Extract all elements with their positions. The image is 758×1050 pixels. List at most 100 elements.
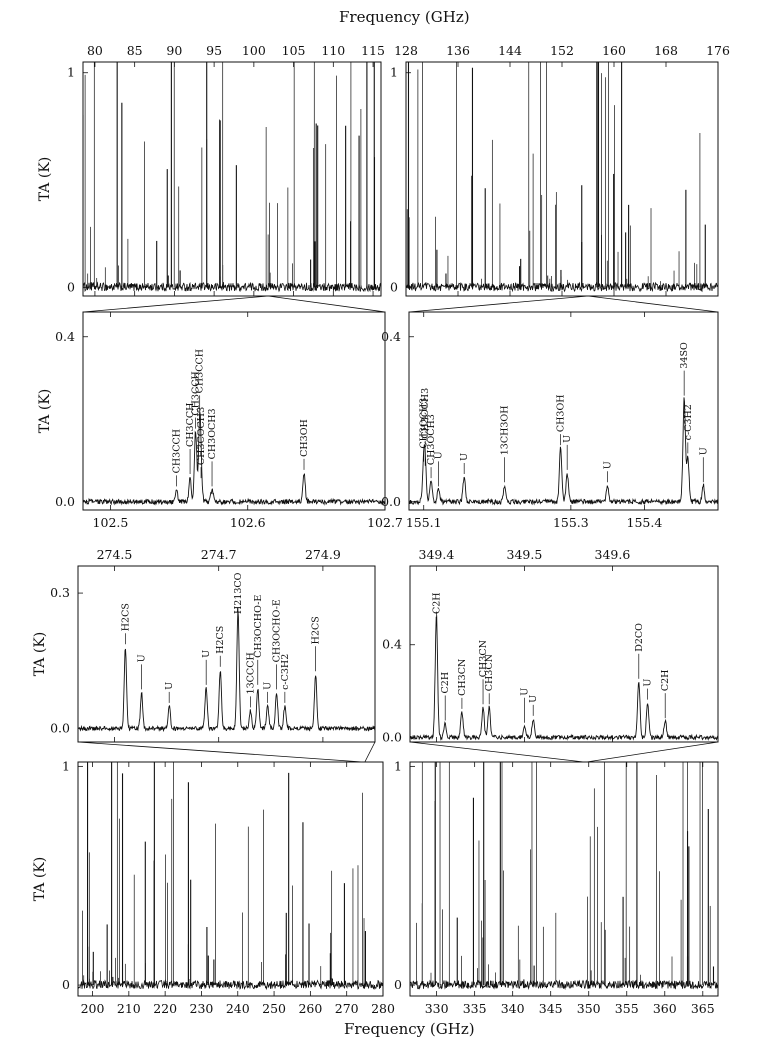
emission-lines: [416, 762, 715, 986]
x-tick-label: 115: [361, 43, 385, 58]
x-tick-label: 274.7: [201, 547, 237, 562]
species-label: U: [164, 682, 175, 690]
species-label: 34SO: [679, 342, 690, 369]
x-tick-label: 102.5: [93, 515, 129, 530]
x-tick-label: 280: [371, 1001, 395, 1016]
species-label: CH3CCH: [185, 403, 196, 447]
emission-lines: [406, 62, 706, 288]
spectrum-trace: [408, 397, 719, 506]
x-tick-label: 349.6: [595, 547, 631, 562]
zoom-connector-line: [82, 295, 269, 313]
panel-zoom_274GHz: H2CSUUUH2CSH213CO13CCCHCH3OCHO-EUCH3OCHO…: [32, 547, 376, 743]
x-tick-label: 220: [153, 1001, 177, 1016]
species-label: U: [263, 682, 274, 690]
species-label: CH3OCHO-E: [253, 595, 264, 658]
x-tick-label: 355: [615, 1001, 639, 1016]
y-tick-label: 0.4: [55, 329, 75, 344]
zoom-connector-line: [77, 741, 363, 763]
x-tick-label: 349.4: [419, 547, 455, 562]
panel-overview_1mm: 200 210 220 230 240 250 260 270 280 0 1 TA (K): [32, 758, 395, 1016]
y-tick-label: 0.0: [50, 720, 70, 735]
zoom-connector-line: [586, 741, 719, 763]
x-tick-label: 144: [498, 43, 522, 58]
y-tick-label: 0.0: [382, 729, 402, 744]
x-tick-label: 250: [262, 1001, 286, 1016]
species-label: CH3CN: [478, 640, 489, 677]
x-tick-label: 102.6: [230, 515, 266, 530]
species-label: CH3OCHO-E: [272, 599, 283, 662]
x-tick-label: 200: [81, 1001, 105, 1016]
x-tick-label: 85: [127, 43, 143, 58]
y-axis-label: TA (K): [32, 632, 48, 677]
species-label: CH3OCH3: [426, 414, 437, 465]
y-tick-label: 1: [62, 758, 70, 773]
species-label: CH3COCH3: [196, 407, 207, 465]
species-label: U: [528, 695, 539, 703]
x-tick-label: 349.5: [507, 547, 543, 562]
species-label: U: [519, 688, 530, 696]
x-tick-label: 360: [653, 1001, 677, 1016]
y-tick-label: 0.0: [381, 494, 401, 509]
species-label: CH3OCH3: [420, 388, 431, 439]
panel-overview_2mm: 128 136 144 152 160 168 176 0 1: [390, 43, 730, 297]
species-label: CH3OH: [299, 419, 310, 457]
species-label: U: [433, 451, 444, 459]
species-label: CH3CCH: [191, 371, 202, 415]
x-tick-label: 100: [242, 43, 266, 58]
x-tick-label: 230: [190, 1001, 214, 1016]
y-tick-label: 0.4: [382, 637, 402, 652]
x-tick-label: 160: [602, 43, 626, 58]
x-tick-label: 102.7: [367, 515, 403, 530]
y-axis-label: TA (K): [37, 389, 53, 434]
line-labels: H2CSUUUH2CSH213CO13CCCHCH3OCHO-EUCH3OCHO…: [120, 572, 322, 708]
species-label: CH3OH: [556, 394, 567, 432]
x-tick-label: 274.5: [97, 547, 133, 562]
species-label: CH3CCH: [195, 349, 206, 393]
panel-overview_0.8mm: 330 335 340 345 350 355 360 365 0 1: [394, 758, 719, 1016]
y-axis-label: TA (K): [32, 857, 48, 902]
y-tick-label: 0.3: [50, 585, 70, 600]
y-axis-label: TA (K): [37, 157, 53, 202]
zoom-connector-line: [408, 295, 589, 313]
x-tick-label: 270: [335, 1001, 359, 1016]
x-tick-label: 350: [577, 1001, 601, 1016]
species-label: U: [201, 650, 212, 658]
x-tick-label: 110: [321, 43, 345, 58]
species-label: U: [562, 435, 573, 443]
panel-frame: [405, 61, 719, 297]
x-tick-label: 155.4: [627, 515, 663, 530]
x-tick-label: 345: [539, 1001, 563, 1016]
species-label: C2H: [431, 592, 442, 614]
species-label: CH3OCH3: [207, 408, 218, 459]
spectrum-trace: [77, 610, 376, 733]
top-axis-label: Frequency (GHz): [339, 8, 470, 26]
species-label: U: [137, 654, 148, 662]
species-label: CH3CN: [484, 654, 495, 691]
y-tick-label: 0: [62, 977, 70, 992]
species-label: CH3OCH3: [419, 398, 430, 449]
x-tick-label: 365: [691, 1001, 715, 1016]
x-tick-label: 240: [226, 1001, 250, 1016]
species-label: U: [643, 679, 654, 687]
x-tick-label: 335: [463, 1001, 487, 1016]
panel-frame: [409, 565, 719, 743]
spectrum-trace: [409, 979, 719, 990]
x-tick-label: 90: [166, 43, 182, 58]
x-tick-label: 340: [501, 1001, 525, 1016]
spectrum-trace: [409, 615, 719, 741]
species-label: CH3CCH: [171, 429, 182, 473]
spectrum-trace: [405, 281, 719, 293]
x-tick-label: 136: [446, 43, 470, 58]
species-label: D2CO: [634, 623, 645, 652]
species-label: U: [603, 461, 614, 469]
y-tick-label: 0.4: [381, 329, 401, 344]
species-label: 13CH3OH: [500, 405, 511, 455]
y-tick-label: 0: [390, 279, 398, 294]
zoom-connector-line: [409, 741, 584, 763]
panel-frame: [82, 311, 386, 511]
species-label: CH3CN: [457, 659, 468, 696]
x-tick-label: 210: [117, 1001, 141, 1016]
zoom-connectors: [77, 295, 719, 763]
